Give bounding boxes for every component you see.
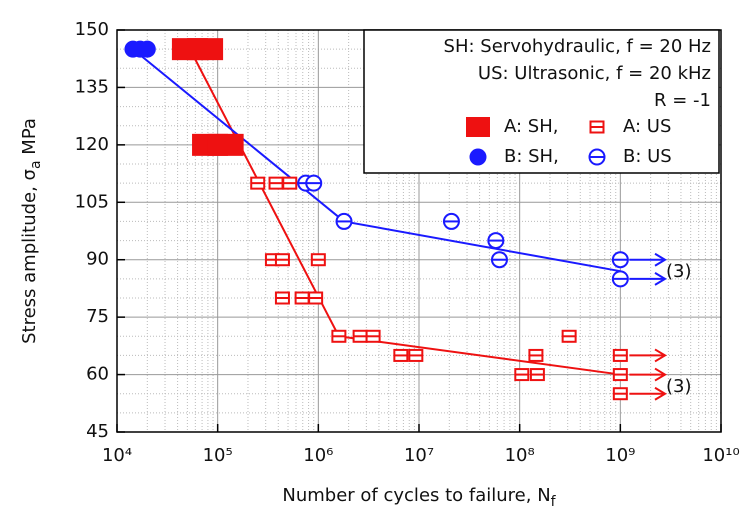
marker: [274, 253, 290, 267]
legend-label: A: SH,: [504, 116, 558, 137]
y-label-main: Stress amplitude, σ: [19, 169, 40, 344]
marker: [365, 329, 381, 343]
legend-note: R = -1: [654, 90, 711, 111]
y-label-sub: a: [28, 160, 44, 169]
marker: [469, 148, 487, 166]
x-tick-label: 10⁶: [303, 445, 333, 466]
legend-note: SH: Servohydraulic, f = 20 Hz: [444, 36, 711, 57]
legend-label: B: SH,: [504, 146, 559, 167]
x-tick-label: 10⁴: [102, 445, 132, 466]
y-tick-label: 120: [75, 134, 109, 155]
y-tick-label: 75: [86, 306, 109, 327]
marker: [282, 176, 298, 190]
arrow-head: [654, 386, 667, 401]
marker: [487, 232, 505, 250]
square: [187, 38, 224, 61]
legend-swatch: [466, 117, 490, 137]
y-tick-label: 60: [86, 364, 109, 385]
marker: [408, 348, 424, 362]
circle: [138, 40, 156, 58]
x-label-sub: f: [551, 494, 557, 510]
marker: [589, 120, 605, 134]
marker: [187, 38, 224, 61]
marker: [207, 133, 244, 156]
marker: [442, 212, 460, 230]
marker: [274, 291, 290, 305]
marker: [305, 174, 323, 192]
legend-label: B: US: [623, 146, 672, 167]
marker: [138, 40, 156, 58]
x-tick-label: 10⁸: [505, 445, 535, 466]
marker: [310, 253, 326, 267]
marker: [529, 368, 545, 382]
marker: [331, 329, 347, 343]
y-tick-label: 105: [75, 191, 109, 212]
y-tick-label: 45: [86, 421, 109, 442]
marker: [611, 251, 629, 269]
marker: [308, 291, 324, 305]
marker: [612, 387, 628, 401]
square: [207, 133, 244, 156]
runout-arrow: [629, 271, 667, 286]
marker: [612, 368, 628, 382]
marker: [268, 176, 284, 190]
marker: [528, 348, 544, 362]
runout-arrow: [629, 386, 667, 401]
x-axis-label: Number of cycles to failure, Nf: [282, 485, 556, 510]
legend-box: [363, 29, 720, 174]
marker: [490, 251, 508, 269]
annotation: (3): [666, 376, 692, 397]
runout-arrow: [629, 252, 667, 267]
circle: [469, 148, 487, 166]
annotation: (3): [666, 261, 692, 282]
x-tick-label: 10⁹: [605, 445, 635, 466]
runout-arrow: [629, 348, 667, 363]
marker: [611, 270, 629, 288]
marker: [561, 329, 577, 343]
y-tick-label: 150: [75, 19, 109, 40]
x-tick-label: 10⁵: [203, 445, 233, 466]
marker: [294, 291, 310, 305]
legend: SH: Servohydraulic, f = 20 Hz US: Ultraso…: [363, 29, 720, 174]
marker: [250, 176, 266, 190]
arrow-head: [654, 348, 667, 363]
arrow-head: [654, 367, 667, 382]
marker: [352, 329, 368, 343]
y-tick-label: 90: [86, 249, 109, 270]
marker: [514, 368, 530, 382]
legend-label: A: US: [623, 116, 671, 137]
y-axis-label: Stress amplitude, σa MPa: [19, 118, 44, 344]
y-tick-label: 135: [75, 76, 109, 97]
legend-note: US: Ultrasonic, f = 20 kHz: [478, 63, 711, 84]
x-label-main: Number of cycles to failure, N: [282, 485, 550, 506]
runout-arrow: [629, 367, 667, 382]
arrow-head: [654, 252, 667, 267]
x-tick-label: 10⁷: [404, 445, 434, 466]
x-tick-label: 10¹⁰: [702, 445, 739, 466]
arrow-head: [654, 271, 667, 286]
marker: [393, 348, 409, 362]
marker: [588, 148, 606, 166]
marker: [612, 348, 628, 362]
marker: [335, 212, 353, 230]
y-label-unit: MPa: [19, 118, 40, 160]
